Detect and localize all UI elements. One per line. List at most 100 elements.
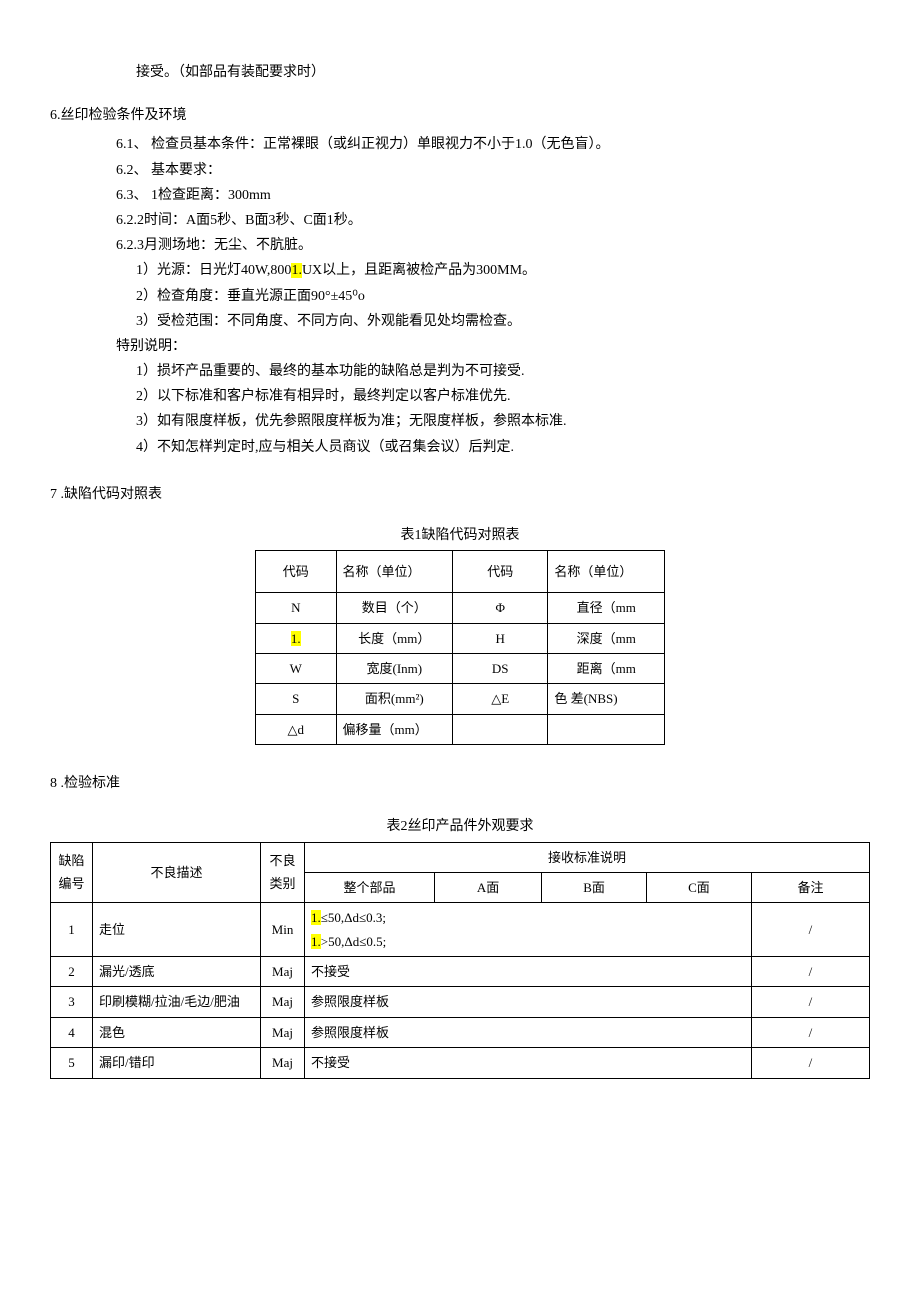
- table-cell: 参照限度样板: [305, 987, 752, 1017]
- table-cell: N: [256, 593, 337, 623]
- special-line: 1）损坏产品重要的、最终的基本功能的缺陷总是判为不可接受.: [50, 359, 870, 384]
- section6-line: 6.1、 检查员基本条件：正常裸眼（或纠正视力）单眼视力不小于1.0（无色盲）。: [50, 132, 870, 157]
- table-cell: Maj: [261, 1017, 305, 1047]
- table-header-cell: 名称（单位）: [336, 551, 453, 593]
- table-cell: Φ: [453, 593, 548, 623]
- table-cell: S: [256, 684, 337, 714]
- table-cell: DS: [453, 653, 548, 683]
- table-cell: Maj: [261, 1048, 305, 1078]
- table-row: S 面积(mm²) △E 色 差(NBS): [256, 684, 665, 714]
- special-line: 4）不知怎样判定时,应与相关人员商议（或召集会议）后判定.: [50, 435, 870, 460]
- defect-code-table: 代码 名称（单位） 代码 名称（单位） N 数目（个） Φ 直径（mm 1. 长…: [255, 550, 665, 745]
- table-row: 缺陷编号 不良描述 不良类别 接收标准说明: [51, 842, 870, 872]
- table-cell: 长度（mm）: [336, 623, 453, 653]
- table-cell: 色 差(NBS): [548, 684, 665, 714]
- table-header-cell: 接收标准说明: [305, 842, 870, 872]
- table-cell: 宽度(Inm): [336, 653, 453, 683]
- highlight-text: 1.: [311, 910, 321, 925]
- table-cell: △E: [453, 684, 548, 714]
- table-cell: /: [751, 1048, 869, 1078]
- table-cell: Maj: [261, 957, 305, 987]
- table-header-cell: 缺陷编号: [51, 842, 93, 903]
- table-cell: 混色: [93, 1017, 261, 1047]
- table-cell: [453, 714, 548, 744]
- table-header-cell: 整个部品: [305, 872, 435, 902]
- table-cell: 数目（个）: [336, 593, 453, 623]
- table-cell: 5: [51, 1048, 93, 1078]
- table-cell: 深度（mm: [548, 623, 665, 653]
- table-header-cell: 代码: [453, 551, 548, 593]
- table-cell: 直径（mm: [548, 593, 665, 623]
- table-cell: H: [453, 623, 548, 653]
- table-cell: 1.: [256, 623, 337, 653]
- section8-title: 8 .检验标准: [50, 771, 870, 796]
- table-cell: [548, 714, 665, 744]
- table2-caption: 表2丝印产品件外观要求: [50, 814, 870, 839]
- section6-title: 6.丝印检验条件及环境: [50, 103, 870, 128]
- table-cell: /: [751, 1017, 869, 1047]
- table-header-cell: 名称（单位）: [548, 551, 665, 593]
- table-header-cell: 不良类别: [261, 842, 305, 903]
- table1-wrap: 表1缺陷代码对照表 代码 名称（单位） 代码 名称（单位） N 数目（个） Φ …: [50, 523, 870, 745]
- table-cell: 2: [51, 957, 93, 987]
- table-cell: 走位: [93, 903, 261, 957]
- table1-caption: 表1缺陷代码对照表: [50, 523, 870, 548]
- table-row: 1 走位 Min 1.≤50,Δd≤0.3; 1.>50,Δd≤0.5; /: [51, 903, 870, 957]
- table-cell: 漏光/透底: [93, 957, 261, 987]
- text-fragment: ≤50,Δd≤0.3;: [321, 910, 386, 925]
- special-line: 2）以下标准和客户标准有相异时，最终判定以客户标准优先.: [50, 384, 870, 409]
- table-cell: 漏印/错印: [93, 1048, 261, 1078]
- intro-fragment: 接受。（如部品有装配要求时）: [50, 60, 870, 85]
- inspection-standard-table: 缺陷编号 不良描述 不良类别 接收标准说明 整个部品 A面 B面 C面 备注 1…: [50, 842, 870, 1079]
- highlight-text: 1.: [311, 934, 321, 949]
- table-cell: 面积(mm²): [336, 684, 453, 714]
- table-row: 5 漏印/错印 Maj 不接受 /: [51, 1048, 870, 1078]
- table-cell: 3: [51, 987, 93, 1017]
- special-title: 特别说明：: [50, 334, 870, 359]
- section7-title: 7 .缺陷代码对照表: [50, 482, 870, 507]
- table-cell: /: [751, 957, 869, 987]
- table-cell: 1: [51, 903, 93, 957]
- section6-line: 6.2、 基本要求：: [50, 158, 870, 183]
- table-cell: 不接受: [305, 957, 752, 987]
- section6-line: 6.2.3月测场地：无尘、不肮脏。: [50, 233, 870, 258]
- section6-line: 6.3、 1检查距离：300mm: [50, 183, 870, 208]
- text-fragment: UX以上，且距离被检产品为300MM。: [302, 263, 536, 278]
- table-cell: Min: [261, 903, 305, 957]
- table-header-cell: A面: [435, 872, 542, 902]
- table-header-cell: B面: [542, 872, 647, 902]
- section6-line: 6.2.2时间：A面5秒、B面3秒、C面1秒。: [50, 208, 870, 233]
- highlight-text: 1.: [291, 631, 301, 646]
- table-row: N 数目（个） Φ 直径（mm: [256, 593, 665, 623]
- table-row: W 宽度(Inm) DS 距离（mm: [256, 653, 665, 683]
- table-cell: 偏移量（mm）: [336, 714, 453, 744]
- table-cell: 1.≤50,Δd≤0.3; 1.>50,Δd≤0.5;: [305, 903, 752, 957]
- table2-wrap: 表2丝印产品件外观要求 缺陷编号 不良描述 不良类别 接收标准说明 整个部品 A…: [50, 814, 870, 1078]
- table-row: 3 印刷模糊/拉油/毛边/肥油 Maj 参照限度样板 /: [51, 987, 870, 1017]
- text-fragment: 1）光源：日光灯40W,800: [136, 263, 291, 278]
- table-row: 1. 长度（mm） H 深度（mm: [256, 623, 665, 653]
- table-header-cell: 备注: [751, 872, 869, 902]
- text-fragment: >50,Δd≤0.5;: [321, 934, 386, 949]
- table-cell: 4: [51, 1017, 93, 1047]
- table-cell: 参照限度样板: [305, 1017, 752, 1047]
- table-cell: 不接受: [305, 1048, 752, 1078]
- table-cell: △d: [256, 714, 337, 744]
- table-row: 4 混色 Maj 参照限度样板 /: [51, 1017, 870, 1047]
- table-row: △d 偏移量（mm）: [256, 714, 665, 744]
- table-row: 2 漏光/透底 Maj 不接受 /: [51, 957, 870, 987]
- table-cell: Maj: [261, 987, 305, 1017]
- section6-scope-line: 3）受检范围：不同角度、不同方向、外观能看见处均需检查。: [50, 309, 870, 334]
- section6-light-line: 1）光源：日光灯40W,8001.UX以上，且距离被检产品为300MM。: [50, 258, 870, 283]
- special-line: 3）如有限度样板，优先参照限度样板为准；无限度样板，参照本标准.: [50, 409, 870, 434]
- table-cell: 印刷模糊/拉油/毛边/肥油: [93, 987, 261, 1017]
- table-header-cell: 代码: [256, 551, 337, 593]
- table-header-cell: 不良描述: [93, 842, 261, 903]
- table-row: 代码 名称（单位） 代码 名称（单位）: [256, 551, 665, 593]
- table-cell: /: [751, 903, 869, 957]
- table-header-cell: C面: [647, 872, 752, 902]
- table-cell: W: [256, 653, 337, 683]
- highlight-text: 1.: [291, 263, 302, 278]
- table-cell: 距离（mm: [548, 653, 665, 683]
- table-cell: /: [751, 987, 869, 1017]
